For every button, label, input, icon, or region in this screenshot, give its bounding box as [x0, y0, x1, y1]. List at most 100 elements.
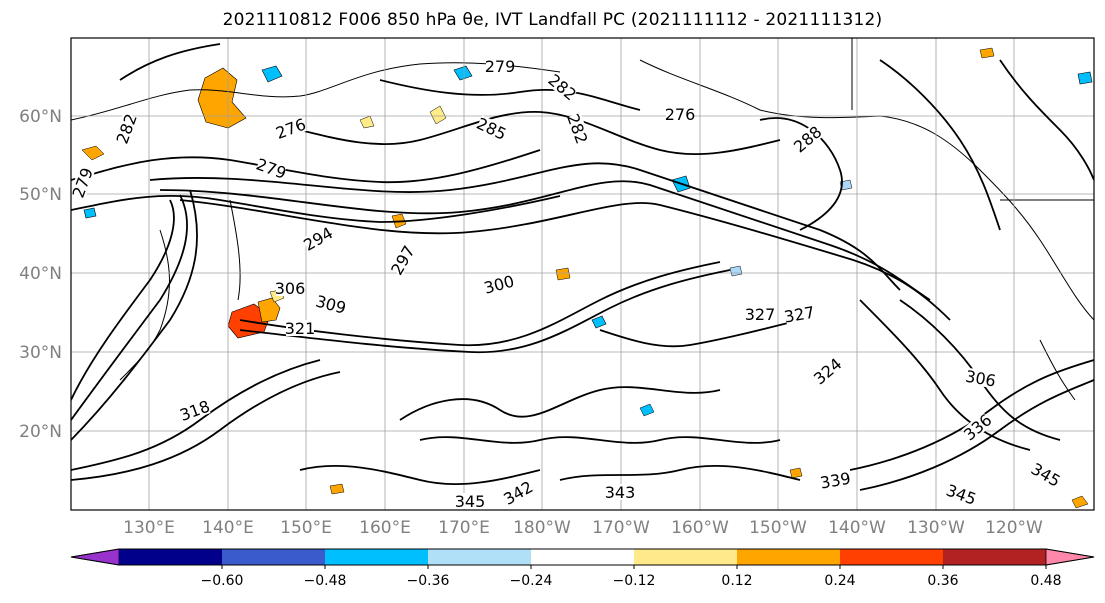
- shade-positive-patch: [257, 297, 281, 323]
- contour-label-bg: [965, 367, 996, 389]
- shade-light-positive-patch: [359, 115, 375, 129]
- shade-negative-patch: [261, 65, 283, 83]
- longitude-labels: 130°E 140°E 150°E 160°E 170°E 180°W 170°W 160°W…: [123, 518, 1043, 538]
- lon-tick-label: 140°W: [828, 518, 886, 538]
- contour-line: [71, 149, 541, 184]
- contour-label-bg: [315, 292, 347, 316]
- contour-label: 327: [745, 305, 776, 324]
- contour-label: 345: [455, 492, 486, 511]
- colorbar-tick-label: −0.60: [201, 573, 244, 589]
- contour-label-bg: [784, 303, 815, 325]
- contour-line: [71, 199, 175, 401]
- colorbar-segment: [325, 549, 429, 565]
- lon-tick-label: 120°W: [985, 518, 1043, 538]
- colorbar-tick-label: 0.24: [824, 573, 855, 589]
- colorbar-outline: [70, 548, 1095, 566]
- contour-line: [759, 117, 843, 231]
- shade-positive-patch: [1071, 495, 1089, 509]
- contour-label-bg: [483, 272, 515, 296]
- plot-frame: [70, 37, 1095, 511]
- lat-tick-label: 30°N: [19, 343, 62, 363]
- shade-positive-patch: [979, 47, 995, 59]
- lon-tick-label: 180°W: [513, 518, 571, 538]
- contour-label-bg: [456, 493, 484, 509]
- contour-label-bg: [820, 469, 851, 491]
- colorbar-segment: [119, 549, 223, 565]
- contour-line: [119, 43, 221, 81]
- shade-negative-patch: [591, 315, 607, 329]
- lon-tick-label: 140°E: [202, 518, 254, 538]
- contour-label-bg: [565, 112, 591, 145]
- lon-tick-label: 130°W: [907, 518, 965, 538]
- contour-line: [299, 465, 541, 485]
- contour-label-bg: [301, 224, 335, 253]
- shade-positive-patch: [789, 467, 803, 479]
- shade-negative-patch: [453, 65, 473, 81]
- lon-tick-label: 170°W: [592, 518, 650, 538]
- contour-label: 321: [285, 319, 316, 338]
- shade-positive-patch: [555, 267, 571, 281]
- contour-line: [71, 189, 198, 441]
- contour-line: [159, 180, 931, 301]
- contour-label-bg: [255, 155, 288, 181]
- coastline-kamchatka: [229, 199, 241, 301]
- chart-title: 2021110812 F006 850 hPa θe, IVT Landfall…: [222, 10, 883, 30]
- theta-e-contours: [71, 43, 1094, 491]
- contour-label-bg: [961, 411, 994, 443]
- colorbar-segment: [428, 549, 532, 565]
- contour-line: [239, 261, 721, 347]
- contour-label: 276: [665, 105, 696, 124]
- colorbar-extend-high: [1045, 548, 1095, 566]
- colorbar-segment: [943, 549, 1047, 565]
- shade-light-negative-patch: [729, 265, 743, 277]
- contour-label-bg: [388, 243, 417, 277]
- lat-tick-label: 60°N: [19, 107, 62, 127]
- colorbar-segment: [531, 549, 635, 565]
- colorbar-tick-label: −0.36: [407, 573, 450, 589]
- contour-label-bg: [475, 115, 508, 142]
- contour-label-bg: [546, 71, 579, 103]
- colorbar-extend-low: [70, 548, 120, 566]
- shade-positive-patch: [329, 483, 345, 495]
- contour-label-bg: [666, 106, 694, 122]
- colorbar-segment: [634, 549, 738, 565]
- contour-label-bg: [791, 123, 824, 155]
- colorbar-segment: [222, 549, 326, 565]
- colorbar-segment: [840, 549, 944, 565]
- lon-tick-label: 150°W: [749, 518, 807, 538]
- contour-line: [239, 269, 731, 354]
- contour-line: [179, 199, 951, 321]
- lat-tick-label: 50°N: [19, 185, 62, 205]
- contour-label-bg: [276, 280, 304, 296]
- contour-line: [599, 319, 801, 348]
- lon-tick-label: 150°E: [280, 518, 332, 538]
- contour-label: 343: [605, 483, 636, 502]
- colorbar: −0.60 −0.48 −0.36 −0.24 −0.12 0.12 0.24 0.36 0.4…: [70, 548, 1095, 589]
- anomaly-shading: [81, 47, 1093, 509]
- lon-tick-label: 130°E: [123, 518, 175, 538]
- contour-label-bg: [178, 397, 211, 423]
- contour-label-bg: [501, 478, 535, 507]
- contour-line: [399, 386, 721, 421]
- coastlines: [71, 38, 1094, 401]
- contour-line: [859, 379, 1094, 491]
- contour-label-bg: [746, 306, 774, 322]
- contour-line: [859, 299, 1031, 451]
- coastline-alaska-northamerica: [639, 59, 1094, 321]
- shade-positive-patch: [81, 145, 105, 161]
- contour-line: [379, 79, 641, 111]
- lon-tick-label: 170°E: [438, 518, 490, 538]
- contour-label-bg: [274, 115, 307, 141]
- contour-label-bg: [286, 320, 314, 336]
- colorbar-segment: [737, 549, 841, 565]
- contour-line: [71, 371, 341, 481]
- colorbar-tick-label: 0.48: [1030, 573, 1061, 589]
- latitude-labels: 60°N 50°N 40°N 30°N 20°N: [19, 107, 62, 442]
- contour-line: [149, 162, 901, 291]
- contour-label-bg: [606, 484, 634, 500]
- lat-tick-label: 40°N: [19, 264, 62, 284]
- lon-tick-label: 160°W: [671, 518, 729, 538]
- contour-label-bg: [71, 166, 95, 199]
- contour-label-bg: [486, 58, 514, 74]
- contour-label-bg: [811, 355, 844, 387]
